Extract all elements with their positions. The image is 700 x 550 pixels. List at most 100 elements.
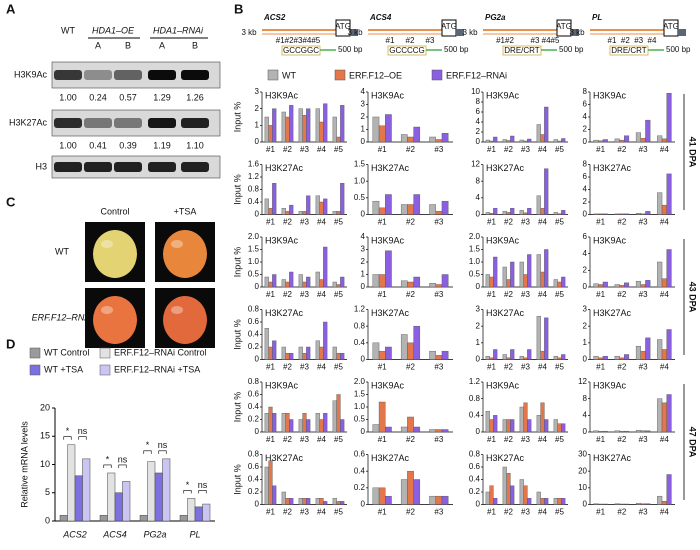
bar (661, 278, 667, 288)
y-tick-label: 2.0 (354, 377, 366, 386)
bar (619, 430, 625, 433)
quant-value: 1.26 (186, 92, 204, 102)
bar (407, 204, 414, 215)
blot-band (54, 162, 82, 172)
blot-band (84, 162, 112, 172)
bar (657, 495, 663, 505)
bar (336, 136, 341, 143)
bar (385, 114, 392, 143)
quant-value: 1.19 (153, 140, 171, 150)
bar (319, 201, 324, 215)
significance-bracket (183, 490, 192, 494)
quant-value: 1.29 (153, 92, 171, 102)
bar (302, 498, 307, 505)
bar (319, 498, 324, 505)
bar (285, 353, 290, 360)
bar (378, 350, 386, 360)
y-tick-label: 0 (583, 427, 588, 436)
y-axis-label: Input % (232, 174, 242, 205)
column-header: Control (100, 206, 129, 216)
site-label: #1 (386, 36, 395, 45)
bar (400, 426, 408, 433)
y-tick-label: 0 (255, 427, 260, 436)
bar (122, 481, 131, 522)
quant-value: 1.00 (59, 140, 77, 150)
y-tick-label: 2.0 (248, 232, 260, 241)
blot-band (181, 162, 209, 172)
bar (400, 204, 408, 215)
bar (536, 415, 541, 433)
significance-label: ns (198, 480, 208, 490)
bar (272, 108, 277, 143)
y-tick-label: 8 (476, 176, 481, 185)
bar (598, 430, 604, 433)
chart-title: H3K27Ac (593, 163, 632, 173)
y-tick-label: 0 (361, 282, 366, 291)
bar (666, 394, 672, 433)
bar (407, 342, 414, 360)
y-tick-label: 0 (476, 137, 481, 146)
x-tick-label: #4 (317, 290, 326, 299)
exon (678, 29, 686, 36)
bar (527, 419, 532, 433)
bar (332, 400, 337, 433)
bar (289, 271, 294, 288)
x-tick-label: #2 (617, 145, 626, 154)
legend-swatch (431, 69, 443, 81)
x-tick-label: #3 (639, 508, 648, 517)
x-tick-label: #5 (334, 145, 343, 154)
bar (187, 498, 196, 522)
y-tick-label: 0.8 (248, 185, 260, 194)
bar (289, 419, 294, 433)
x-tick-label: #4 (660, 218, 669, 227)
bar (285, 413, 290, 433)
significance-label: ns (118, 454, 128, 464)
x-tick-label: #2 (617, 290, 626, 299)
bar (285, 281, 290, 288)
x-tick-label: #1 (266, 435, 275, 444)
x-tick-label: #2 (617, 218, 626, 227)
x-tick-label: #4 (538, 145, 547, 154)
bar (553, 355, 558, 360)
bar (619, 285, 625, 288)
bar (561, 210, 566, 215)
blot-band (148, 70, 176, 80)
bar (657, 192, 663, 215)
y-tick-label: 0 (583, 355, 588, 364)
bar (407, 416, 414, 433)
y-tick-label: 1 (255, 120, 260, 129)
quant-value: 0.41 (89, 140, 107, 150)
x-tick-label: ACS4 (102, 529, 127, 539)
y-tick-label: 1 (476, 338, 481, 347)
site-label: #3 (634, 36, 643, 45)
bar (536, 124, 541, 143)
fruit (163, 296, 207, 344)
y-tick-label: 0 (255, 500, 260, 509)
bar (523, 485, 528, 505)
bar (429, 495, 436, 505)
x-tick-label: #1 (266, 290, 275, 299)
x-tick-label: #5 (555, 145, 564, 154)
x-tick-label: ACS2 (62, 529, 87, 539)
bar (645, 503, 651, 505)
x-tick-label: #4 (660, 363, 669, 372)
scale-bar-label: 500 bp (559, 45, 584, 54)
fruit-highlight (171, 306, 183, 314)
legend-label: ERF.F12–RNAi +TSA (114, 364, 200, 374)
y-tick-label: 10 (40, 459, 50, 469)
x-tick-label: #4 (660, 145, 669, 154)
x-tick-label: #4 (317, 435, 326, 444)
bar (407, 281, 414, 288)
x-tick-label: #3 (521, 145, 530, 154)
row-label: ERF.F12–RNAi (32, 312, 94, 322)
y-tick-label: 0.6 (354, 450, 366, 459)
y-tick-label: 8 (583, 87, 588, 96)
y-tick-label: 4 (583, 410, 588, 419)
bar (306, 276, 311, 288)
bar (407, 136, 414, 143)
bar (336, 284, 341, 288)
x-tick-label: #2 (283, 508, 292, 517)
chart-title: H3K27Ac (371, 308, 410, 318)
y-tick-label: 1 (583, 338, 588, 347)
chart-title: H3K9Ac (265, 380, 299, 390)
